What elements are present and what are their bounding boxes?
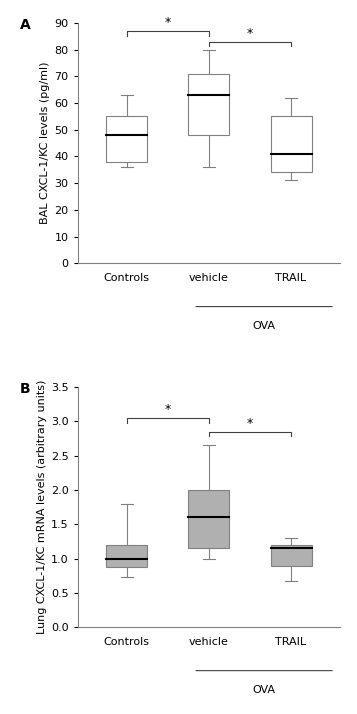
Text: A: A bbox=[20, 18, 30, 32]
Y-axis label: Lung CXCL-1/KC mRNA levels (arbitrary units): Lung CXCL-1/KC mRNA levels (arbitrary un… bbox=[36, 380, 47, 634]
Text: *: * bbox=[247, 417, 253, 430]
Text: B: B bbox=[20, 382, 30, 396]
Y-axis label: BAL CXCL-1/KC levels (pg/ml): BAL CXCL-1/KC levels (pg/ml) bbox=[40, 62, 50, 224]
FancyBboxPatch shape bbox=[188, 490, 230, 548]
Text: *: * bbox=[165, 403, 171, 416]
Text: OVA: OVA bbox=[253, 321, 276, 331]
FancyBboxPatch shape bbox=[106, 545, 147, 567]
Text: *: * bbox=[165, 16, 171, 29]
Text: OVA: OVA bbox=[253, 685, 276, 695]
FancyBboxPatch shape bbox=[106, 116, 147, 162]
FancyBboxPatch shape bbox=[271, 545, 312, 565]
FancyBboxPatch shape bbox=[188, 74, 230, 135]
Text: *: * bbox=[247, 27, 253, 40]
FancyBboxPatch shape bbox=[271, 116, 312, 173]
